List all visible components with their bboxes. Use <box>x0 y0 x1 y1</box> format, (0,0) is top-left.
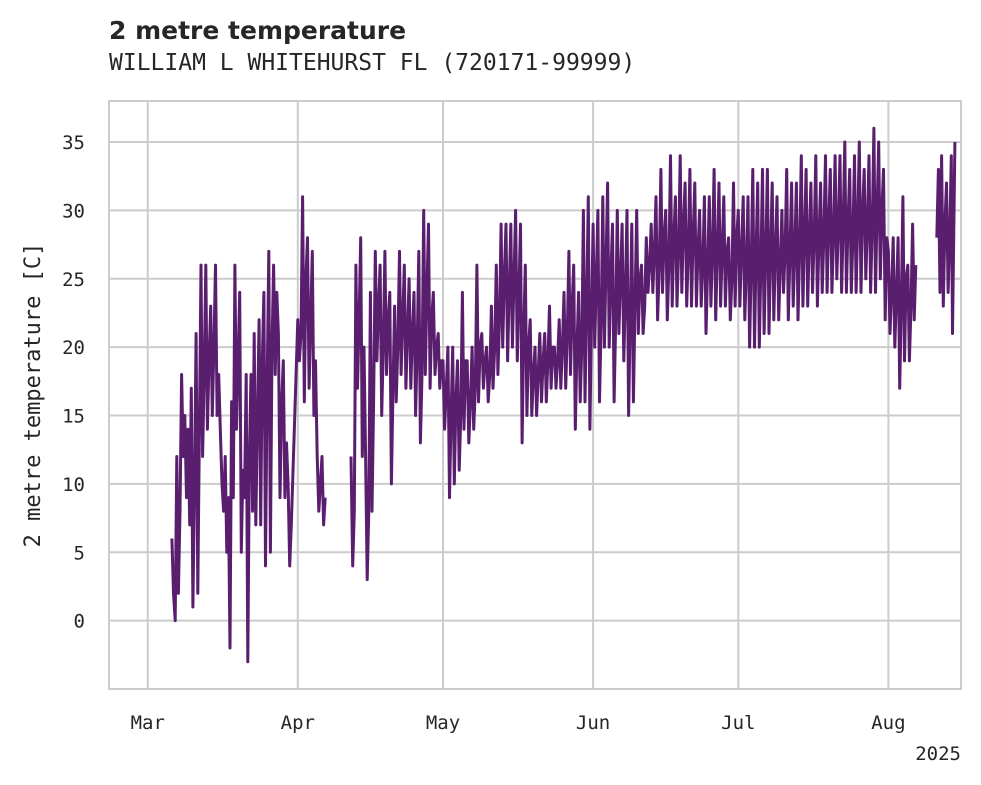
x-tick-label: Aug <box>871 712 905 734</box>
y-tick-label: 30 <box>62 200 85 222</box>
plot-frame <box>108 100 962 690</box>
x-tick-label: Jun <box>576 712 610 734</box>
y-tick-label: 25 <box>62 269 85 291</box>
y-tick-label: 0 <box>74 611 85 633</box>
y-tick-label: 35 <box>62 132 85 154</box>
chart-title: 2 metre temperature <box>109 16 407 45</box>
x-tick-label: Apr <box>281 712 315 734</box>
x-tick-label: May <box>426 712 460 734</box>
y-tick-label: 10 <box>62 474 85 496</box>
y-tick-label: 20 <box>62 337 85 359</box>
chart-subtitle: WILLIAM L WHITEHURST FL (720171-99999) <box>109 50 636 76</box>
series-line <box>349 126 918 582</box>
y-tick-label: 15 <box>62 406 85 428</box>
x-axis: Mar Apr May Jun Jul Aug <box>131 712 906 734</box>
y-axis-label: 2 metre temperature [C] <box>21 243 46 548</box>
x-tick-label: Mar <box>131 712 165 734</box>
series-group <box>170 126 957 664</box>
y-axis: 0 5 10 15 20 25 30 35 <box>62 132 85 633</box>
year-label: 2025 <box>915 743 961 765</box>
y-tick-label: 5 <box>74 542 85 564</box>
x-tick-label: Jul <box>721 712 755 734</box>
series-line <box>935 141 957 335</box>
series-line <box>170 195 327 664</box>
